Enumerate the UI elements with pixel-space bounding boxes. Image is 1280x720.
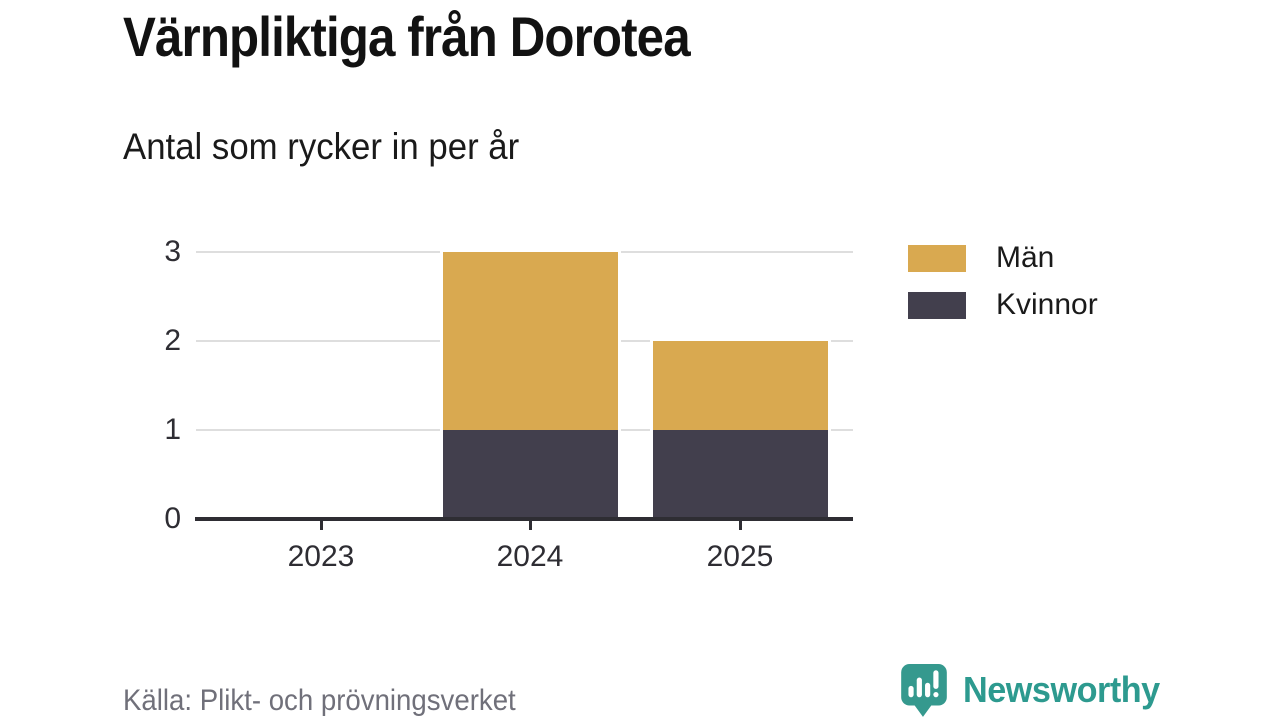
x-axis-tick-2023	[320, 521, 323, 530]
legend-row-Kvinnor: Kvinnor	[908, 290, 1098, 320]
legend-swatch	[908, 291, 966, 319]
x-axis-tick-label-2025: 2025	[706, 540, 774, 573]
newsworthy-logo[interactable]: Newsworthy	[899, 663, 1170, 719]
legend: Män Kvinnor	[908, 243, 1098, 320]
x-axis-tick-label-2023: 2023	[287, 540, 355, 573]
chart-title: Värnpliktiga från Dorotea	[123, 5, 691, 68]
bar-segment-2024-Kvinnor	[442, 430, 618, 519]
x-axis-tick-label-2024: 2024	[496, 540, 564, 573]
chart-subtitle: Antal som rycker in per år	[123, 126, 520, 167]
bar-segment-2025-Kvinnor	[652, 430, 828, 519]
y-axis-tick-label: 2	[164, 324, 181, 357]
y-axis-tick-label: 3	[164, 235, 181, 268]
newsworthy-speech-bubble-chart-icon	[901, 664, 947, 717]
x-axis-line	[195, 517, 853, 521]
bar-segment-2024-Män	[442, 252, 618, 430]
y-axis-tick-label: 1	[164, 413, 181, 446]
bar-segment-2025-Män	[652, 341, 828, 430]
source-note: Källa: Plikt- och prövningsverket	[123, 684, 516, 717]
bar-2024	[442, 252, 618, 519]
newsworthy-wordmark: Newsworthy	[963, 669, 1160, 710]
legend-row-Män: Män	[908, 243, 1098, 273]
legend-swatch	[908, 244, 966, 272]
y-axis-tick-label: 0	[164, 502, 181, 535]
x-axis-tick-2025	[739, 521, 742, 530]
legend-label: Män	[996, 241, 1055, 274]
legend-label: Kvinnor	[996, 288, 1098, 321]
x-axis-tick-2024	[529, 521, 532, 530]
bar-2025	[652, 341, 828, 519]
